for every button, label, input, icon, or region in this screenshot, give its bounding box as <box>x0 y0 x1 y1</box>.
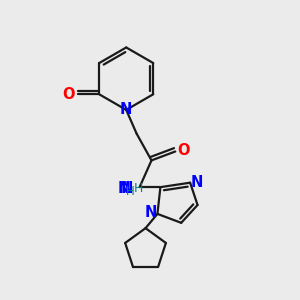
Text: H: H <box>126 184 135 197</box>
Text: N: N <box>190 175 203 190</box>
Text: N: N <box>121 181 133 196</box>
Text: N: N <box>120 102 132 117</box>
Text: N: N <box>145 205 157 220</box>
Text: N: N <box>118 181 130 196</box>
Text: O: O <box>63 87 75 102</box>
Text: O: O <box>177 142 190 158</box>
Text: H: H <box>134 182 144 195</box>
